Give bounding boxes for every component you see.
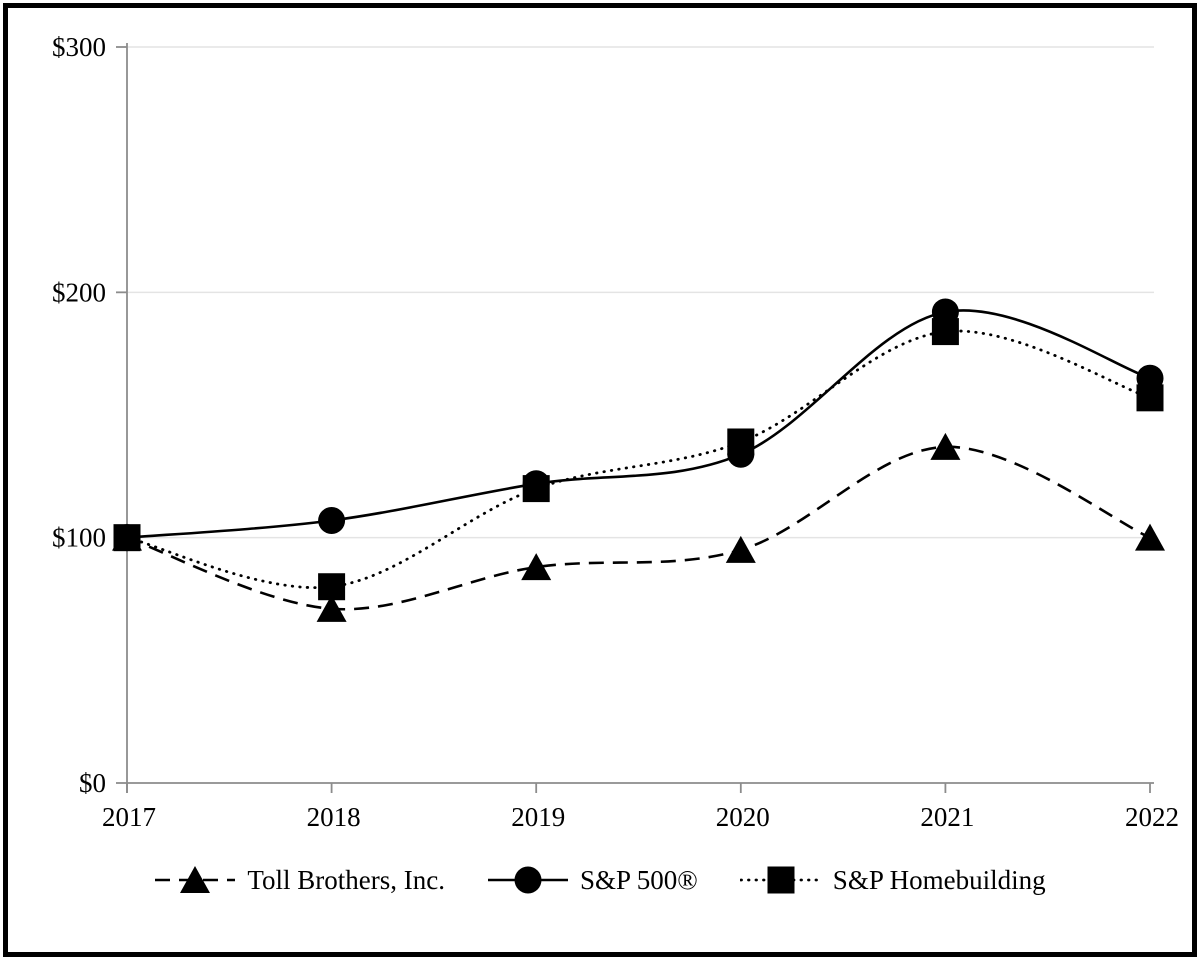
dotted-line-square-marker-icon <box>739 866 822 894</box>
series-lines <box>125 309 1152 611</box>
series-markers <box>112 298 1165 622</box>
legend-label-toll-brothers: Toll Brothers, Inc. <box>247 864 445 895</box>
axis-ticks <box>116 46 1151 793</box>
marker-triangle-2019 <box>521 553 552 581</box>
legend-label-sp-homebuilding: S&P Homebuilding <box>832 864 1046 895</box>
legend-item-sp500: S&P 500® <box>487 864 698 896</box>
marker-square-2020 <box>727 428 755 456</box>
legend-item-sp-homebuilding: S&P Homebuilding <box>739 864 1046 896</box>
legend-label-sp500: S&P 500® <box>580 864 698 895</box>
marker-triangle-2018 <box>316 594 347 622</box>
marker-square-2018 <box>318 573 346 601</box>
x-axis-label: 2022 <box>1125 802 1179 832</box>
x-axis-label: 2017 <box>102 802 156 832</box>
y-axis-label: $0 <box>79 768 106 798</box>
marker-square-2019 <box>522 475 550 503</box>
y-axis-label: $100 <box>52 523 106 553</box>
axes <box>126 43 1154 793</box>
gridlines <box>128 46 1154 539</box>
marker-square-2021 <box>931 318 959 346</box>
marker-triangle-2021 <box>930 432 961 460</box>
legend: Toll Brothers, Inc. S&P 500® S&P Homebui… <box>0 864 1200 896</box>
marker-triangle-2020 <box>725 535 756 563</box>
y-axis-label: $300 <box>52 32 106 62</box>
y-axis-labels: $0 $100 $200 $300 <box>52 32 106 798</box>
series-line-s-p-homebuilding <box>125 329 1152 590</box>
dashed-line-triangle-marker-icon <box>155 866 236 893</box>
marker-square-2022 <box>1136 384 1164 412</box>
marker-circle-2018 <box>318 506 346 534</box>
series-line-toll-brothers-inc <box>126 445 1151 611</box>
marker-square-2017 <box>113 524 141 552</box>
x-axis-label: 2019 <box>511 802 565 832</box>
legend-item-toll-brothers: Toll Brothers, Inc. <box>154 864 445 896</box>
x-axis-labels: 2017 2018 2019 2020 2021 2022 <box>102 802 1179 832</box>
y-axis-label: $200 <box>52 277 106 307</box>
x-axis-label: 2021 <box>920 802 974 832</box>
x-axis-label: 2020 <box>716 802 770 832</box>
solid-line-circle-marker-icon <box>488 866 568 894</box>
x-axis-label: 2018 <box>307 802 361 832</box>
series-line-s-p-500 <box>126 309 1151 539</box>
marker-triangle-2022 <box>1135 523 1165 551</box>
